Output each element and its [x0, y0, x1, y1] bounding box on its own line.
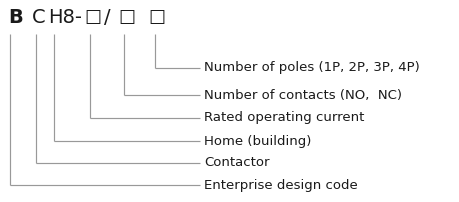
- Text: Home (building): Home (building): [204, 135, 311, 147]
- Text: Contactor: Contactor: [204, 157, 269, 169]
- Text: B: B: [8, 8, 23, 27]
- Text: H8-: H8-: [48, 8, 82, 27]
- Text: □: □: [118, 8, 135, 26]
- Text: Rated operating current: Rated operating current: [204, 112, 364, 124]
- Text: Enterprise design code: Enterprise design code: [204, 179, 358, 191]
- Text: □: □: [84, 8, 101, 26]
- Text: C: C: [32, 8, 45, 27]
- Text: Number of contacts (NO,  NC): Number of contacts (NO, NC): [204, 88, 402, 101]
- Text: /: /: [104, 8, 111, 27]
- Text: □: □: [148, 8, 165, 26]
- Text: Number of poles (1P, 2P, 3P, 4P): Number of poles (1P, 2P, 3P, 4P): [204, 61, 420, 75]
